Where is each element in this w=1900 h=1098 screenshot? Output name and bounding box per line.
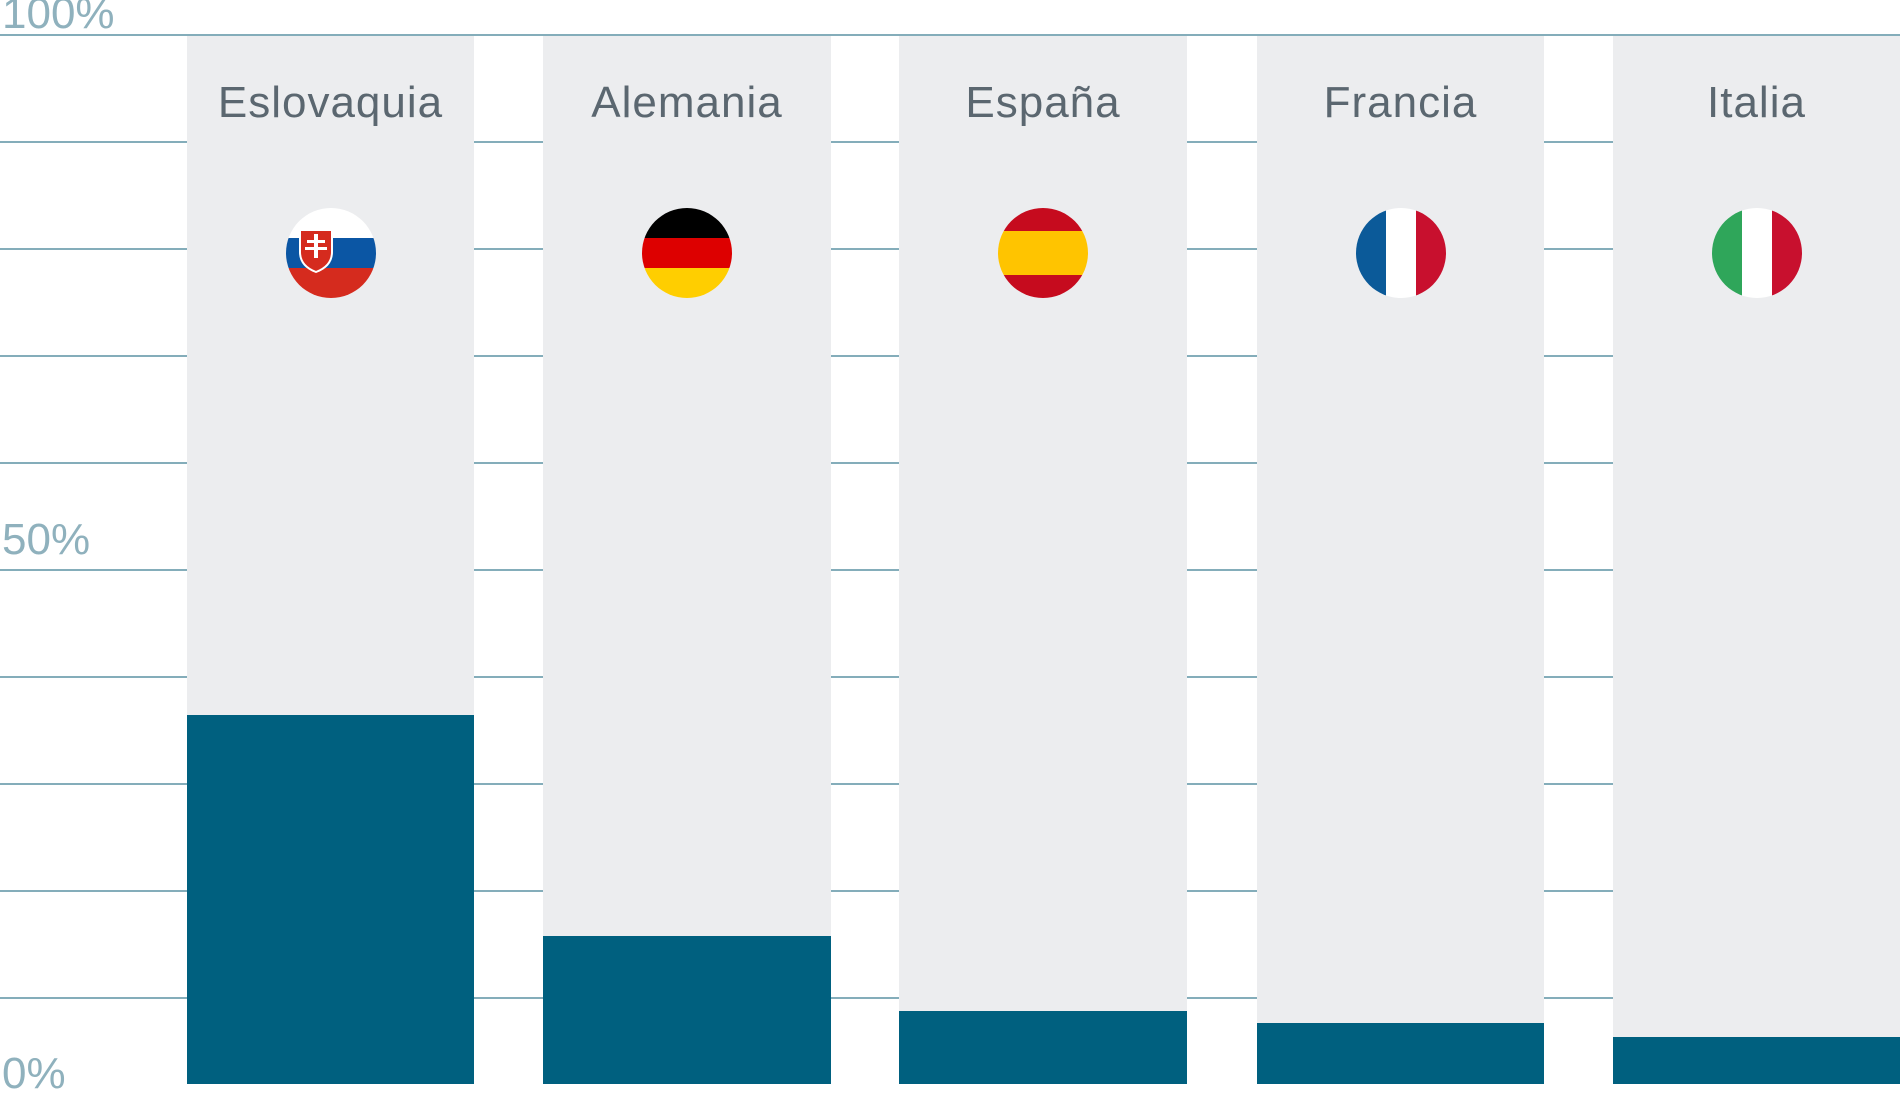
france-flag-icon xyxy=(1355,208,1446,298)
bar-italia xyxy=(1613,1037,1900,1084)
gridline-100 xyxy=(0,34,1900,36)
bar-espana xyxy=(899,1011,1187,1084)
country-label: España xyxy=(965,78,1121,127)
country-label: Eslovaquia xyxy=(217,78,444,127)
germany-flag-icon xyxy=(642,208,732,298)
bar-eslovaquia xyxy=(187,715,474,1084)
country-label: Alemania xyxy=(591,78,783,127)
italy-flag-icon xyxy=(1711,208,1802,298)
country-label: Italia xyxy=(1707,78,1806,127)
country-label: Francia xyxy=(1323,78,1478,127)
bar-alemania xyxy=(543,936,831,1084)
column-eslovaquia: Eslovaquia xyxy=(187,36,474,1084)
column-francia: Francia xyxy=(1257,36,1544,1084)
slovakia-flag-icon xyxy=(285,208,376,298)
y-tick-0: 0% xyxy=(2,1049,66,1098)
y-tick-50: 50% xyxy=(2,515,91,564)
y-tick-100: 100% xyxy=(2,0,115,38)
column-espana: España xyxy=(899,36,1187,1084)
spain-flag-icon xyxy=(998,208,1088,298)
bar-francia xyxy=(1257,1023,1544,1084)
column-italia: Italia xyxy=(1613,36,1900,1084)
column-alemania: Alemania xyxy=(543,36,831,1084)
